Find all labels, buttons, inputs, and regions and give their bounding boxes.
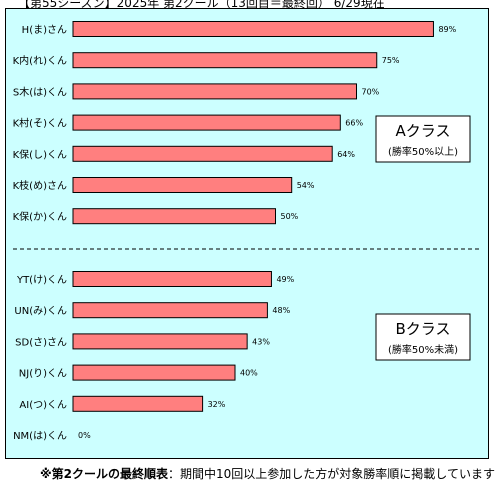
bar [72, 364, 236, 381]
category-label: S木(は)くん [13, 86, 67, 98]
value-label: 64% [337, 150, 355, 159]
a-class-box [375, 115, 471, 163]
value-label: 75% [382, 56, 400, 65]
bar [72, 52, 378, 69]
chart-title: 【第55シーズン】2025年 第2クール（13回目＝最終回） 6/29現在 [18, 0, 385, 10]
category-label: NM(は)くん [13, 430, 67, 442]
value-label: 49% [276, 275, 294, 284]
value-label: 32% [208, 400, 226, 409]
bar [72, 21, 434, 37]
value-label: 70% [362, 87, 380, 96]
bar [72, 302, 268, 319]
value-label: 54% [297, 181, 315, 190]
value-label: 66% [345, 119, 363, 128]
footnote: ※第2クールの最終順表：期間中10回以上参加した方が対象勝率順に掲載しています [40, 465, 497, 481]
category-label: UN(み)くん [14, 305, 67, 317]
footnote-strong: ※第2クールの最終順表 [40, 467, 169, 481]
a-class-legend: Aクラス (勝率50%以上) [375, 115, 471, 163]
category-label: YT(け)くん [16, 274, 67, 286]
bars-layer: H(ま)さん 89% K内(れ)くん 75% S木(は)くん 70% K村(そ)くん 66% K… [13, 21, 457, 442]
b-class-legend: Bクラス (勝率50%未満) [375, 313, 471, 361]
category-label: K村(そ)くん [13, 117, 67, 130]
bar [72, 208, 276, 225]
value-label: 0% [78, 431, 91, 440]
bar [72, 395, 204, 412]
bar [72, 333, 248, 350]
category-label: K保(し)くん [13, 148, 67, 161]
b-class-box [375, 313, 471, 361]
a-class-title: Aクラス [396, 122, 451, 140]
value-label: 48% [272, 306, 290, 315]
category-label: NJ(り)くん [19, 368, 67, 380]
b-class-title: Bクラス [396, 320, 451, 338]
value-label: 89% [438, 25, 456, 34]
category-label: AI(つ)くん [19, 399, 67, 411]
bar [72, 271, 272, 287]
value-label: 50% [281, 212, 299, 221]
category-label: H(ま)さん [22, 24, 67, 36]
category-label: K枝(め)さん [13, 179, 67, 192]
plot-area [5, 8, 489, 459]
bar [72, 114, 341, 131]
value-label: 43% [252, 337, 270, 346]
footnote-text: ：期間中10回以上参加した方が対象勝率順に掲載しています [168, 467, 495, 481]
a-class-subtitle: (勝率50%以上) [388, 145, 458, 158]
b-class-subtitle: (勝率50%未満) [388, 343, 458, 356]
bar [72, 83, 357, 100]
category-label: SD(さ)さん [15, 336, 67, 348]
category-label: K内(れ)くん [13, 54, 67, 67]
value-label: 40% [240, 369, 258, 378]
category-label: K保(か)くん [13, 210, 67, 223]
bar [72, 145, 333, 162]
bar [72, 177, 293, 193]
